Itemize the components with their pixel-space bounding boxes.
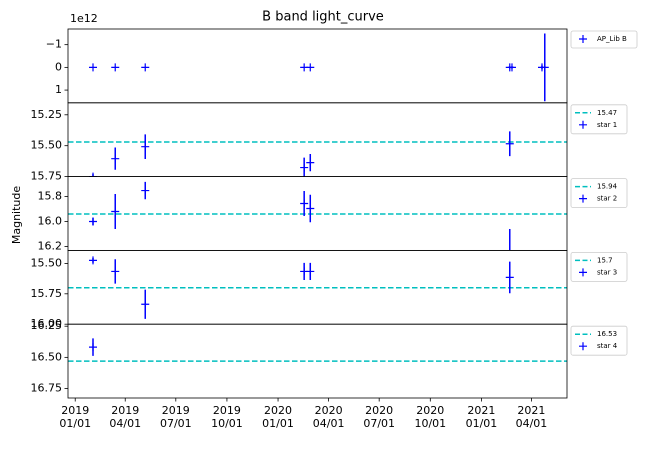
marker	[89, 343, 98, 352]
legend-label: star 1	[597, 121, 617, 129]
x-tick-label: 2021 04/01	[515, 404, 548, 430]
marker	[141, 142, 150, 151]
legend-marker	[579, 342, 587, 351]
marker	[141, 300, 150, 309]
marker	[89, 63, 98, 72]
marker	[306, 204, 315, 213]
legend-label: star 4	[597, 342, 618, 350]
marker	[306, 158, 315, 167]
y-axis-label: Magnitude	[10, 186, 23, 245]
marker	[540, 63, 549, 72]
y-tick-label: 15.25	[31, 108, 63, 121]
legend-label: 16.53	[597, 330, 617, 338]
legend-marker	[579, 35, 587, 43]
marker	[300, 163, 309, 172]
marker	[300, 199, 309, 208]
legend-marker	[579, 120, 587, 129]
x-tick-label: 2019 10/01	[211, 404, 243, 430]
marker	[505, 139, 514, 148]
marker	[111, 207, 120, 216]
axes-frame	[67, 323, 568, 399]
marker	[111, 154, 120, 163]
legend-box	[570, 30, 638, 49]
y-tick-label: 16.50	[31, 350, 63, 363]
axes-frame	[67, 102, 568, 178]
plot-area	[68, 338, 567, 362]
marker	[111, 267, 120, 276]
marker	[306, 267, 315, 276]
y-tick-label: 16.25	[31, 319, 63, 332]
plot-area	[68, 256, 567, 319]
legend-label: AP_Lib B	[597, 35, 627, 43]
legend-marker	[579, 194, 587, 203]
x-tick-label: 2021 01/01	[465, 404, 498, 430]
y-tick-label: 0	[55, 60, 62, 73]
y-tick-label: 16.0	[38, 214, 63, 227]
marker	[89, 217, 98, 226]
y-tick-label: 16.75	[31, 382, 63, 395]
y-tick-label: 16.2	[38, 239, 63, 252]
x-tick-label: 2020 04/01	[312, 404, 345, 430]
x-tick-label: 2019 04/01	[109, 404, 142, 430]
x-tick-label: 2019 07/01	[159, 404, 192, 430]
y-tick-label: −1	[46, 38, 62, 51]
y-tick-label: 15.75	[31, 287, 63, 300]
marker	[306, 63, 315, 72]
plot-area	[68, 181, 567, 251]
legend-label: 15.7	[597, 256, 613, 264]
legend-label: star 2	[597, 195, 617, 203]
plot-area	[68, 131, 567, 177]
x-tick-label: 2020 01/01	[262, 404, 294, 430]
y-tick-label: 15.50	[31, 139, 63, 152]
legend-label: 15.94	[597, 183, 618, 191]
y-tick-label: 1	[55, 83, 62, 96]
legend-marker	[579, 268, 587, 277]
legend-label: star 3	[597, 268, 617, 276]
y-tick-label: 16.00	[31, 317, 63, 330]
legend-label: 15.47	[597, 109, 617, 117]
marker	[509, 247, 511, 251]
x-tick-label: 2019 01/01	[59, 404, 92, 430]
axes-frame	[67, 28, 568, 104]
x-tick-label: 2020 10/01	[414, 404, 447, 430]
marker	[141, 63, 150, 72]
x-tick-label: 2020 07/01	[363, 404, 396, 430]
y-tick-label: 15.50	[31, 256, 63, 269]
chart-title: B band light_curve	[262, 10, 384, 25]
offset-text: 1e12	[70, 12, 98, 25]
y-tick-label: 15.75	[31, 170, 63, 183]
y-tick-label: 15.8	[38, 190, 63, 203]
marker	[507, 63, 516, 72]
marker	[141, 186, 150, 195]
plot-area	[89, 33, 549, 102]
marker	[89, 256, 98, 265]
marker	[111, 63, 120, 72]
marker	[505, 273, 514, 282]
